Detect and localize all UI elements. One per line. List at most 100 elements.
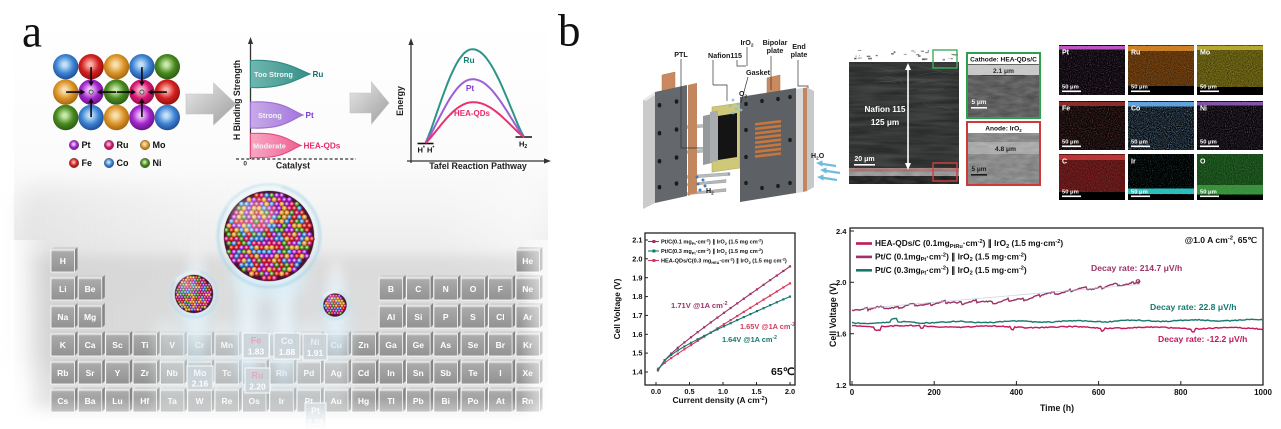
svg-text:Ir: Ir [1131, 159, 1136, 166]
svg-text:Mo: Mo [153, 140, 166, 150]
svg-text:1.6: 1.6 [836, 330, 847, 339]
svg-text:Cd: Cd [358, 368, 369, 378]
svg-text:O: O [1200, 159, 1206, 166]
svg-text:H2: H2 [519, 140, 527, 151]
svg-text:Sb: Sb [440, 368, 451, 378]
svg-text:I: I [499, 368, 501, 378]
svg-text:Mg: Mg [84, 312, 96, 322]
svg-text:plate: plate [767, 46, 784, 55]
svg-text:Time (h): Time (h) [1040, 403, 1074, 413]
svg-text:Ru: Ru [463, 55, 474, 65]
svg-text:2.1 μm: 2.1 μm [993, 68, 1014, 75]
svg-text:F: F [498, 284, 503, 294]
svg-text:P: P [443, 312, 449, 322]
svg-text:1.64V @1A cm-2: 1.64V @1A cm-2 [722, 335, 777, 344]
svg-text:C: C [1062, 159, 1067, 166]
svg-text:2.1: 2.1 [632, 236, 642, 245]
svg-text:N: N [443, 284, 449, 294]
svg-text:HEA-QDs: HEA-QDs [454, 109, 491, 118]
svg-text:1.71V @1A cm-2: 1.71V @1A cm-2 [671, 301, 728, 310]
svg-text:Ru: Ru [117, 140, 129, 150]
svg-text:4.8 μm: 4.8 μm [995, 146, 1016, 153]
svg-text:1.83: 1.83 [248, 346, 265, 356]
svg-text:B: B [388, 284, 394, 294]
svg-text:Ni: Ni [153, 158, 162, 168]
svg-text:In: In [387, 368, 395, 378]
svg-text:End: End [792, 42, 806, 51]
svg-text:b: b [558, 6, 581, 56]
svg-text:2.20: 2.20 [249, 381, 266, 391]
svg-text:Decay rate: 22.8 μV/h: Decay rate: 22.8 μV/h [1150, 302, 1236, 312]
svg-text:1.0: 1.0 [718, 387, 728, 396]
svg-text:Ni: Ni [1200, 106, 1207, 113]
svg-text:1.88: 1.88 [279, 347, 296, 357]
svg-text:Pt/C (0.3mgPt·cm-2) ∥ IrO2 (1.: Pt/C (0.3mgPt·cm-2) ∥ IrO2 (1.5 mg·cm-2) [875, 265, 1027, 277]
svg-text:1.6: 1.6 [632, 330, 642, 339]
svg-text:Co: Co [1131, 106, 1140, 113]
svg-text:125 μm: 125 μm [871, 118, 899, 127]
svg-text:Current density (A cm-2): Current density (A cm-2) [672, 395, 767, 405]
svg-text:Ti: Ti [141, 340, 148, 350]
svg-text:H Binding Strength: H Binding Strength [232, 60, 242, 140]
svg-text:2.16: 2.16 [192, 378, 209, 388]
svg-text:2.0: 2.0 [836, 278, 847, 287]
svg-text:1.91: 1.91 [307, 348, 324, 358]
svg-text:S: S [470, 312, 476, 322]
svg-text:Zn: Zn [358, 340, 368, 350]
svg-text:Pt: Pt [306, 111, 314, 120]
svg-text:Pt/C(0.3 mgPt·cm-2) ∥ IrO2 (1.: Pt/C(0.3 mgPt·cm-2) ∥ IrO2 (1.5 mg cm-2) [661, 248, 763, 255]
svg-text:2.0: 2.0 [632, 254, 642, 263]
svg-text:Te: Te [468, 368, 478, 378]
svg-text:0: 0 [850, 388, 855, 397]
svg-text:Fe: Fe [82, 158, 93, 168]
svg-text:Pt/C(0.1 mgPt·cm-2) ∥ IrO2 (1.: Pt/C(0.1 mgPt·cm-2) ∥ IrO2 (1.5 mg cm-2) [661, 239, 763, 246]
svg-text:Cathode: HEA-QDs/C: Cathode: HEA-QDs/C [970, 57, 1037, 64]
svg-text:600: 600 [1092, 388, 1106, 397]
svg-text:Decay rate: -12.2 μV/h: Decay rate: -12.2 μV/h [1158, 334, 1247, 344]
svg-text:50 μm: 50 μm [1200, 85, 1217, 91]
svg-text:O2: O2 [739, 91, 747, 100]
svg-text:Pt: Pt [466, 83, 475, 93]
svg-text:Cell Voltage (V): Cell Voltage (V) [828, 283, 838, 347]
svg-text:Rb: Rb [57, 368, 68, 378]
svg-text:50 μm: 50 μm [1062, 140, 1079, 146]
svg-text:Ru: Ru [252, 371, 264, 381]
svg-text:K: K [60, 340, 67, 350]
svg-text:0.5: 0.5 [684, 387, 694, 396]
svg-text:Cell Voltage (V): Cell Voltage (V) [612, 278, 622, 339]
svg-text:Zr: Zr [141, 368, 150, 378]
svg-text:HEA-QDs/C (0.1mgPtRu·cm-2) ∥ I: HEA-QDs/C (0.1mgPtRu·cm-2) ∥ IrO2 (1.5 m… [875, 238, 1063, 250]
svg-text:Y: Y [115, 368, 121, 378]
svg-text:1.5: 1.5 [632, 349, 642, 358]
svg-text:Moderate: Moderate [253, 141, 286, 150]
svg-text:Sc: Sc [112, 340, 123, 350]
svg-text:H* H*: H* H* [418, 146, 435, 155]
svg-text:Na: Na [57, 312, 68, 322]
svg-text:As: As [440, 340, 451, 350]
svg-text:50 μm: 50 μm [1131, 190, 1148, 196]
svg-text:1.4: 1.4 [632, 368, 643, 377]
svg-text:Be: Be [85, 284, 96, 294]
svg-text:50 μm: 50 μm [1200, 190, 1217, 196]
svg-text:Fe: Fe [251, 336, 262, 346]
svg-text:Ca: Ca [85, 340, 96, 350]
svg-text:Sr: Sr [86, 368, 96, 378]
svg-text:Fe: Fe [1062, 106, 1070, 113]
svg-text:1000: 1000 [1254, 388, 1272, 397]
svg-text:Mo: Mo [194, 368, 207, 378]
svg-text:1.5: 1.5 [751, 387, 761, 396]
svg-text:Nafion 115: Nafion 115 [865, 105, 906, 114]
svg-text:Ni: Ni [311, 337, 320, 347]
svg-text:Ru: Ru [1131, 50, 1140, 57]
svg-text:Co: Co [117, 158, 129, 168]
svg-text:a: a [22, 7, 42, 57]
svg-text:1.2: 1.2 [836, 381, 847, 390]
svg-text:Al: Al [387, 312, 396, 322]
svg-text:IrO2: IrO2 [740, 38, 753, 49]
svg-text:HEA-QDs: HEA-QDs [304, 142, 341, 151]
svg-text:50 μm: 50 μm [1200, 140, 1217, 146]
svg-text:H: H [60, 256, 66, 266]
svg-text:Co: Co [281, 336, 293, 346]
svg-text:Bipolar: Bipolar [763, 38, 788, 47]
svg-text:H2: H2 [706, 188, 714, 197]
